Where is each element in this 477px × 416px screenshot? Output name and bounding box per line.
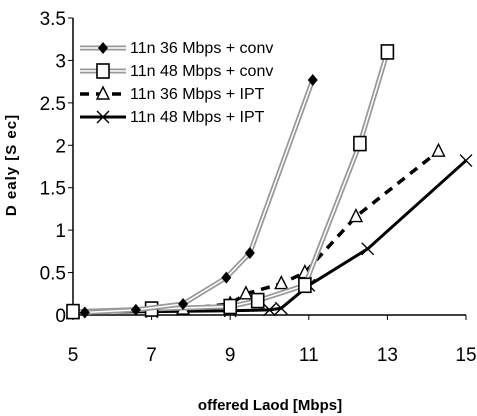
series-4-point-8 — [459, 154, 473, 168]
y-tick-label: 2 — [55, 136, 66, 157]
legend-marker-3 — [95, 85, 111, 100]
series-1-point-6 — [307, 73, 318, 86]
legend-marker-4-b — [96, 110, 110, 124]
legend-label-3: 11n 36 Mbps + IPT — [130, 86, 265, 103]
y-tick-label: 1 — [55, 221, 66, 242]
series-2-point-4 — [250, 292, 265, 309]
series-4-point-7-b — [361, 242, 375, 256]
x-tick-labels: 5 7 9 11 13 15 — [68, 315, 477, 366]
legend-label-4: 11n 48 Mbps + IPT — [130, 109, 265, 126]
x-tick-label: 9 — [225, 345, 236, 366]
x-axis-title: offered Laod [Mbps] — [198, 397, 342, 414]
legend-marker-2 — [96, 63, 110, 79]
series-2-point-6 — [353, 135, 367, 152]
series-4-point-8-b — [459, 154, 473, 168]
series-3-point-8 — [348, 208, 364, 223]
series-2-point-1 — [66, 303, 80, 320]
series-1-point-3 — [178, 297, 189, 310]
series-layer — [65, 44, 473, 320]
series-4-point-4-b — [263, 303, 276, 317]
series-4-point-5 — [274, 301, 288, 315]
legend-label-1: 11n 36 Mbps + conv — [130, 40, 273, 57]
legend-item-4: 11n 48 Mbps + IPT — [80, 109, 265, 126]
legend: 11n 36 Mbps + conv 11n 48 Mbps + conv 11n … — [80, 40, 273, 126]
series-3-point-6 — [274, 275, 289, 290]
series-2-point-3 — [223, 298, 237, 315]
x-tick-label: 11 — [299, 345, 319, 366]
series-3-point-9 — [431, 142, 446, 157]
legend-label-2: 11n 48 Mbps + conv — [130, 63, 273, 80]
series-2-point-5 — [298, 277, 312, 294]
series-4 — [66, 154, 473, 319]
series-4-point-7 — [361, 242, 375, 256]
series-1-point-4 — [221, 271, 232, 284]
x-tick-label: 15 — [455, 345, 476, 366]
y-tick-label: 1.5 — [40, 179, 66, 200]
y-axis-title: D ealy [S ec] — [3, 114, 20, 216]
axes — [72, 18, 466, 316]
y-tick-label: 0.5 — [40, 264, 66, 285]
legend-item-3: 11n 36 Mbps + IPT — [80, 85, 265, 103]
legend-marker-1 — [98, 42, 108, 54]
y-tick-label: 3.5 — [40, 9, 66, 30]
x-tick-label: 5 — [68, 345, 79, 366]
series-1-point-5 — [244, 247, 255, 260]
series-1-point-1 — [79, 306, 90, 319]
series-1 — [79, 73, 318, 319]
x-tick-label: 7 — [146, 345, 157, 366]
y-tick-label: 2.5 — [40, 94, 66, 115]
series-4-point-4 — [263, 303, 276, 317]
series-4-line — [72, 159, 468, 314]
legend-item-1: 11n 36 Mbps + conv — [80, 40, 273, 57]
series-2-point-7 — [380, 44, 395, 60]
legend-marker-4 — [96, 110, 110, 124]
y-tick-labels: 0 0.5 1 1.5 2 2.5 3 3.5 — [40, 9, 73, 327]
series-1-point-2 — [130, 303, 141, 316]
series-1-line-inner — [84, 79, 314, 314]
legend-item-2: 11n 48 Mbps + conv — [80, 63, 273, 80]
y-tick-label: 0 — [55, 306, 66, 327]
series-4-point-5-b — [274, 301, 288, 315]
series-3-point-5 — [238, 285, 254, 300]
x-tick-label: 13 — [377, 345, 398, 366]
y-tick-label: 3 — [55, 51, 66, 72]
